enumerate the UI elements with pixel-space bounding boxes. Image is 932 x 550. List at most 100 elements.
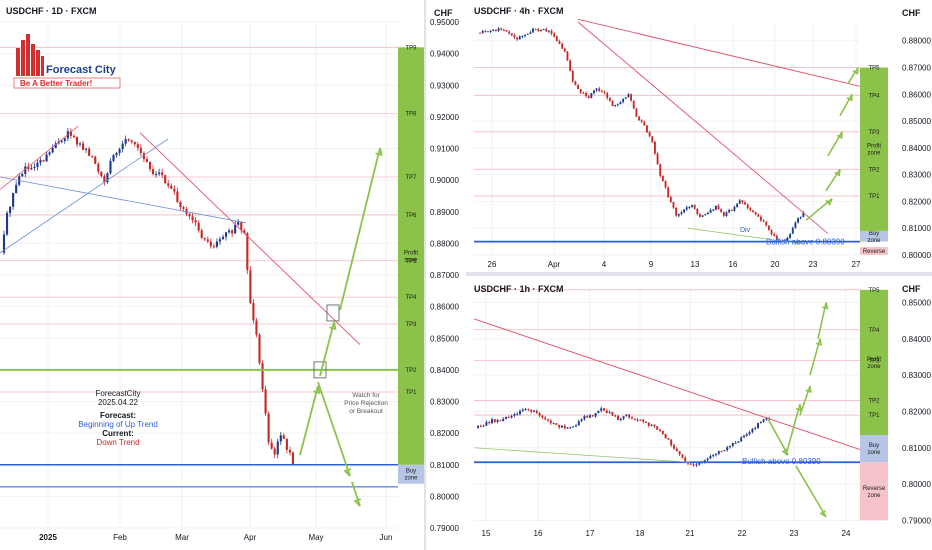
h4-chart[interactable]: BuyzoneReverseProfitzoneTP1TP2TP3TP4TP50…	[428, 0, 932, 272]
logo-building	[41, 56, 44, 76]
zone-label: Buy	[406, 469, 416, 475]
candle	[759, 421, 762, 424]
candle	[479, 425, 482, 427]
candle	[194, 220, 197, 223]
logo-building	[21, 40, 25, 76]
candle	[701, 215, 704, 217]
h1-chart[interactable]: BuyzoneReversezoneProfitzoneTP1TP2TP3TP4…	[428, 276, 932, 550]
candle	[215, 241, 218, 247]
candle	[582, 92, 585, 94]
candle	[770, 230, 773, 235]
candle	[505, 417, 507, 419]
candle	[653, 141, 656, 154]
candle	[285, 438, 288, 450]
candle	[673, 445, 675, 449]
candle	[622, 98, 625, 103]
trend-line-steep	[577, 21, 829, 234]
candle	[249, 270, 252, 304]
candle	[653, 424, 656, 427]
candle	[148, 161, 152, 170]
candle	[670, 439, 673, 446]
tp-label: TP2	[868, 167, 880, 173]
candle	[63, 138, 66, 141]
y-axis-label: 0.91000	[430, 145, 459, 154]
city-skyline-icon	[16, 34, 44, 76]
x-axis-label: 26	[488, 260, 497, 269]
currency-label: CHF	[902, 8, 921, 18]
zone-label: Buy	[869, 443, 879, 449]
candle	[145, 159, 149, 162]
logo-building	[26, 34, 30, 76]
candle	[563, 48, 566, 52]
candle	[526, 33, 529, 35]
candle	[667, 438, 670, 440]
candle	[765, 418, 768, 420]
candle	[569, 426, 572, 428]
candle	[544, 417, 547, 420]
candle	[200, 230, 203, 238]
candle	[594, 413, 597, 417]
candle	[712, 209, 715, 211]
arrow-3-head	[836, 131, 843, 140]
candle	[513, 414, 516, 416]
candle	[136, 144, 139, 148]
x-axis-label: Apr	[244, 533, 257, 542]
candle	[488, 421, 491, 424]
candle	[709, 455, 712, 459]
trend-line-blue-2	[0, 138, 169, 254]
arrow-up-3-head	[815, 338, 823, 346]
candle	[703, 460, 706, 463]
candle	[712, 455, 715, 457]
candle	[643, 121, 646, 126]
candle	[598, 88, 601, 91]
candle	[51, 147, 54, 153]
candle	[118, 149, 121, 154]
x-axis-label: 17	[586, 529, 595, 538]
candle	[664, 181, 667, 188]
candle	[729, 445, 731, 448]
candle	[527, 409, 530, 411]
h4-chart-panel[interactable]: USDCHF · 4h · FXCM Buy zone Reverse Profit z…	[428, 0, 932, 272]
candle	[228, 230, 231, 233]
candle	[675, 207, 678, 216]
tp-label: TP5	[868, 66, 880, 72]
candle	[590, 93, 593, 98]
panel-divider-horizontal[interactable]	[428, 272, 932, 276]
tp-label: TP3	[405, 322, 417, 328]
candle	[614, 105, 617, 107]
y-axis-label: 0.82000	[902, 197, 931, 206]
logo-tagline-bg	[13, 77, 121, 89]
candle	[36, 162, 39, 167]
candle	[173, 188, 176, 192]
candle	[786, 238, 789, 241]
h1-chart-title: USDCHF · 1h · FXCM	[474, 284, 564, 294]
candle	[94, 156, 97, 164]
logo-building	[36, 50, 40, 76]
candle	[481, 31, 484, 33]
candle	[633, 418, 636, 420]
zone-label: Profit	[867, 357, 881, 363]
y-axis-label: 0.83000	[902, 171, 931, 180]
candle	[221, 236, 225, 240]
zone-rect	[398, 47, 424, 465]
zone-label: zone	[404, 476, 418, 482]
candle	[234, 224, 237, 234]
zone-label: zone	[867, 238, 881, 244]
arrow-down-1-head	[343, 468, 352, 477]
candle	[533, 410, 535, 412]
arrow-1-head	[825, 198, 833, 206]
candle	[611, 100, 614, 107]
daily-chart[interactable]: BuyzoneProfitzoneTP1TP2TP3TP4TP5TP6TP7TP…	[0, 0, 424, 550]
daily-chart-panel[interactable]: USDCHF · 1D · FXCM Buy zone Profit zone TP1 T…	[0, 0, 424, 550]
forecast-name: ForecastCity	[96, 389, 141, 398]
watch-box-upper	[326, 304, 340, 322]
forecast-label: Forecast:	[100, 411, 136, 420]
candle	[715, 453, 717, 456]
arrow-down-1-head	[781, 448, 789, 456]
candle	[112, 155, 115, 161]
h1-chart-panel[interactable]: USDCHF · 1h · FXCM Buy zone Reverse zone Pro…	[428, 276, 932, 550]
candle	[255, 320, 258, 335]
arrow-down-1	[767, 418, 789, 456]
y-axis-label: 0.95000	[430, 18, 459, 27]
